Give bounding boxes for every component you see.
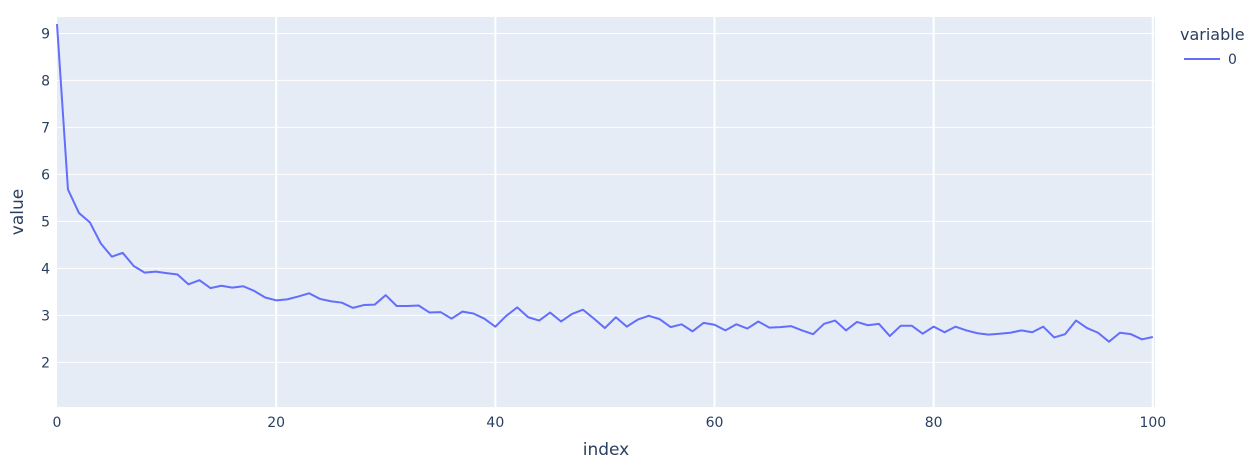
x-tick-label-0: 0 — [53, 415, 62, 431]
y-tick-label-5: 5 — [41, 214, 50, 230]
x-tick-label-40: 40 — [486, 415, 504, 431]
x-tick-label-60: 60 — [706, 415, 724, 431]
x-tick-label-100: 100 — [1139, 415, 1166, 431]
y-tick-label-6: 6 — [41, 167, 50, 183]
x-gridlines — [275, 17, 1154, 407]
legend-label-0[interactable]: 0 — [1228, 52, 1237, 68]
series-line-0 — [56, 23, 1154, 343]
x-tick-label-20: 20 — [267, 415, 285, 431]
x-axis-title: index — [583, 440, 630, 460]
y-gridlines — [57, 32, 1155, 363]
y-tick-label-3: 3 — [41, 308, 50, 324]
y-tick-label-2: 2 — [41, 355, 50, 371]
y-axis-title: value — [8, 189, 28, 235]
y-tick-label-9: 9 — [41, 26, 50, 42]
legend-title: variable — [1180, 25, 1245, 44]
series-lines — [56, 23, 1154, 343]
y-tick-labels: 2 3 4 5 6 7 8 9 — [41, 26, 50, 371]
x-tick-label-80: 80 — [925, 415, 943, 431]
y-tick-label-4: 4 — [41, 261, 50, 277]
plot-area — [57, 17, 1155, 407]
legend[interactable]: variable 0 — [1180, 25, 1245, 68]
y-tick-label-7: 7 — [41, 120, 50, 136]
y-tick-label-8: 8 — [41, 73, 50, 89]
x-tick-labels: 0 20 40 60 80 100 — [53, 415, 1167, 431]
